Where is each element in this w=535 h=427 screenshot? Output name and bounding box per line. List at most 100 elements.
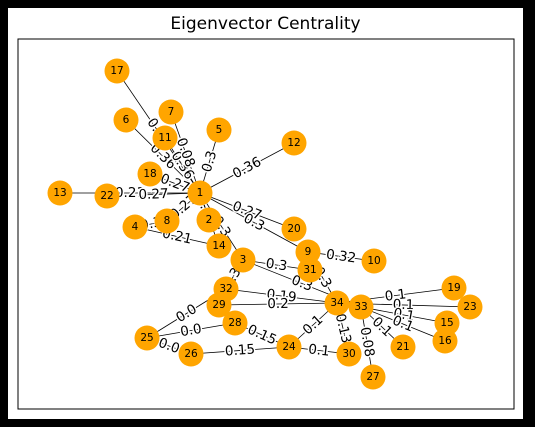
edge-weight-label: 0.3 bbox=[265, 256, 289, 275]
node-label: 20 bbox=[287, 223, 300, 235]
node-34: 34 bbox=[324, 290, 350, 316]
node-circle bbox=[104, 58, 130, 84]
edge-33-16 bbox=[360, 306, 446, 342]
node-circle bbox=[94, 183, 120, 209]
node-12: 12 bbox=[281, 130, 307, 156]
node-label: 30 bbox=[342, 348, 355, 360]
node-16: 16 bbox=[432, 328, 458, 354]
node-circle bbox=[297, 257, 323, 283]
node-label: 3 bbox=[240, 254, 247, 266]
edge-weight-label: 0.36 bbox=[230, 154, 264, 182]
edge-7-1 bbox=[170, 111, 201, 194]
node-label: 18 bbox=[143, 168, 156, 180]
node-circle bbox=[206, 233, 232, 259]
edge-labels-layer: 0.080.360.360.080.30.360.270.210.270.40.… bbox=[113, 114, 417, 362]
node-label: 33 bbox=[354, 301, 367, 313]
node-circle bbox=[158, 99, 184, 125]
edge-22-1 bbox=[106, 192, 201, 197]
node-circle bbox=[154, 208, 180, 234]
node-label: 13 bbox=[53, 187, 66, 199]
node-label: 25 bbox=[140, 332, 153, 344]
node-label: 29 bbox=[212, 299, 225, 311]
node-circle bbox=[281, 216, 307, 242]
node-circle bbox=[206, 117, 232, 143]
node-22: 22 bbox=[94, 183, 120, 209]
edge-33-15 bbox=[360, 306, 448, 324]
node-label: 32 bbox=[219, 283, 232, 295]
node-label: 27 bbox=[366, 371, 379, 383]
node-circle bbox=[324, 290, 350, 316]
node-1: 1 bbox=[187, 180, 213, 206]
node-circle bbox=[348, 294, 374, 320]
edge-weight-label: 0.1 bbox=[393, 297, 415, 314]
node-circle bbox=[222, 310, 248, 336]
node-circle bbox=[360, 364, 386, 390]
node-circle bbox=[432, 328, 458, 354]
node-circle bbox=[187, 180, 213, 206]
node-circle bbox=[113, 107, 139, 133]
node-30: 30 bbox=[336, 341, 362, 367]
edge-4-14 bbox=[134, 226, 220, 247]
node-label: 23 bbox=[463, 301, 476, 313]
node-26: 26 bbox=[178, 341, 204, 367]
figure-canvas: Eigenvector Centrality 0.080.360.360.080… bbox=[8, 8, 523, 419]
node-label: 10 bbox=[367, 255, 380, 267]
node-31: 31 bbox=[297, 257, 323, 283]
node-circle bbox=[137, 161, 163, 187]
edge-weight-label: 0.1 bbox=[300, 312, 327, 338]
node-13: 13 bbox=[47, 180, 73, 206]
node-label: 26 bbox=[184, 348, 198, 360]
edge-weight-label: 0.2 bbox=[267, 296, 289, 312]
node-19: 19 bbox=[441, 275, 467, 301]
node-label: 17 bbox=[110, 65, 123, 77]
edge-weight-label: 0.21 bbox=[115, 185, 145, 201]
node-24: 24 bbox=[276, 334, 302, 360]
node-label: 15 bbox=[440, 317, 453, 329]
node-circle bbox=[152, 125, 178, 151]
node-circle bbox=[336, 341, 362, 367]
node-23: 23 bbox=[457, 294, 483, 320]
node-10: 10 bbox=[361, 248, 387, 274]
node-25: 25 bbox=[134, 325, 160, 351]
node-6: 6 bbox=[113, 107, 139, 133]
node-circle bbox=[230, 247, 256, 273]
node-label: 16 bbox=[438, 335, 452, 347]
node-label: 24 bbox=[282, 341, 296, 353]
node-label: 1 bbox=[197, 187, 204, 199]
edge-weight-label: 0.1 bbox=[307, 341, 330, 359]
edge-25-28 bbox=[146, 322, 236, 339]
network-graph: 0.080.360.360.080.30.360.270.210.270.40.… bbox=[17, 38, 515, 410]
node-label: 5 bbox=[216, 124, 223, 136]
node-label: 11 bbox=[158, 132, 171, 144]
node-4: 4 bbox=[122, 214, 148, 240]
plot-frame bbox=[17, 38, 515, 410]
edge-weight-label: 0.13 bbox=[332, 312, 354, 345]
node-label: 8 bbox=[164, 215, 171, 227]
node-label: 12 bbox=[287, 137, 300, 149]
node-11: 11 bbox=[152, 125, 178, 151]
node-circle bbox=[457, 294, 483, 320]
edge-29-34 bbox=[218, 302, 338, 306]
node-label: 31 bbox=[303, 264, 316, 276]
node-28: 28 bbox=[222, 310, 248, 336]
node-7: 7 bbox=[158, 99, 184, 125]
edge-12-1 bbox=[199, 142, 295, 194]
plot-title: Eigenvector Centrality bbox=[170, 14, 361, 34]
node-21: 21 bbox=[390, 334, 416, 360]
edge-weight-label: 0.27 bbox=[138, 186, 169, 203]
node-label: 2 bbox=[206, 214, 213, 226]
edge-weight-label: 0.0 bbox=[179, 321, 203, 340]
node-circle bbox=[178, 341, 204, 367]
node-label: 7 bbox=[168, 106, 175, 118]
edge-weight-label: 0.15 bbox=[224, 341, 255, 359]
node-label: 28 bbox=[228, 317, 241, 329]
node-label: 6 bbox=[123, 114, 130, 126]
edge-weight-label: 0.32 bbox=[325, 247, 357, 267]
node-3: 3 bbox=[230, 247, 256, 273]
edge-6-1 bbox=[125, 119, 201, 194]
edge-1-9 bbox=[199, 192, 309, 253]
node-label: 14 bbox=[212, 240, 226, 252]
edge-weight-label: 0.19 bbox=[266, 286, 298, 306]
node-2: 2 bbox=[196, 207, 222, 233]
